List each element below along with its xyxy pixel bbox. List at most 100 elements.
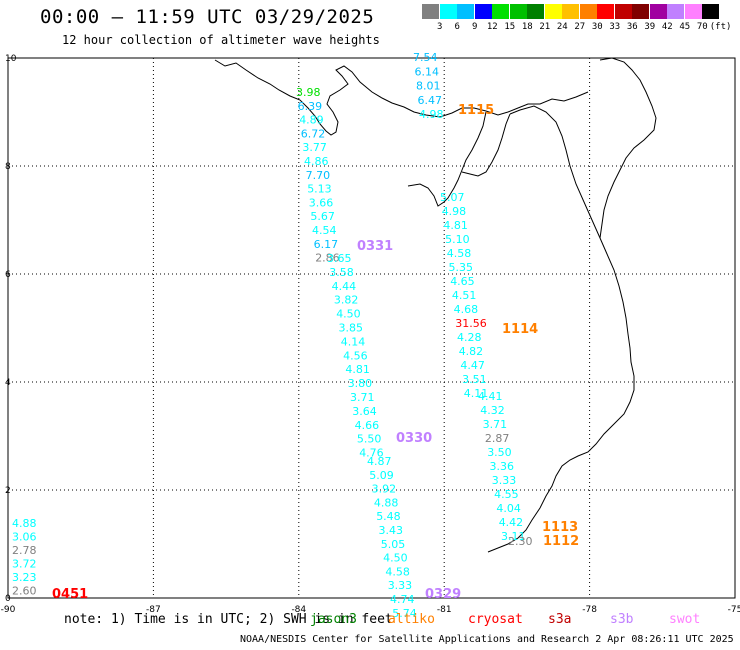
legend-label: 6: [454, 22, 460, 32]
wave-height-reading: 3.72: [12, 558, 37, 571]
wave-height-reading: 3.92: [372, 483, 397, 496]
y-tick-label: 8: [5, 162, 11, 172]
page-title: 00:00 – 11:59 UTC 03/29/2025: [40, 6, 375, 28]
wave-height-reading: 5.09: [369, 469, 394, 482]
wave-height-reading: 5.48: [376, 510, 401, 523]
legend-swatch: [457, 4, 474, 19]
wave-height-reading: 4.55: [494, 488, 518, 501]
wave-height-reading: 4.41: [478, 390, 503, 403]
wave-height-reading: 3.82: [334, 294, 359, 307]
wave-height-reading: 3.43: [379, 524, 404, 537]
wave-height-reading: 2.86: [315, 252, 340, 265]
wave-height-reading: 4.82: [459, 345, 484, 358]
legend-label: 70: [696, 22, 708, 32]
wave-height-reading: 4.58: [447, 247, 472, 260]
x-tick-label: -90: [1, 605, 16, 615]
legend-swatch: [632, 4, 649, 19]
wave-height-reading: 5.74: [392, 607, 417, 620]
legend-swatch: [614, 4, 632, 19]
legend-swatch: [667, 4, 684, 19]
wave-height-reading: 4.14: [341, 335, 366, 348]
page-subtitle: 12 hour collection of altimeter wave hei…: [62, 33, 380, 47]
legend-swatch: [474, 4, 492, 19]
wave-height-reading: 7.70: [306, 169, 331, 182]
pass-time-label: 0331: [357, 239, 393, 254]
wave-height-reading: 31.56: [455, 317, 487, 330]
legend-label: (ft): [709, 22, 732, 32]
wave-height-reading: 5.05: [381, 538, 406, 551]
pass-time-label: 1113: [542, 520, 578, 535]
wave-height-reading: 4.86: [304, 155, 329, 168]
legend-swatch: [527, 4, 544, 19]
wave-height-reading: 6.17: [314, 238, 339, 251]
wave-height-reading: 6.72: [301, 127, 326, 140]
wave-height-reading: 4.89: [299, 114, 324, 127]
wave-height-reading: 3.98: [296, 86, 321, 99]
wave-height-reading: 3.33: [492, 474, 517, 487]
legend-label: 3: [437, 22, 443, 32]
wave-height-reading: 4.42: [499, 516, 524, 529]
wave-height-reading: 3.06: [12, 531, 37, 544]
credit-line: NOAA/NESDIS Center for Satellite Applica…: [240, 634, 734, 645]
wave-readings: 4.883.062.783.723.232.60 04513.986.394.89…: [12, 51, 579, 620]
wave-height-reading: 3.33: [388, 579, 413, 592]
legend-label: 24: [556, 22, 568, 32]
wave-height-reading: 2.60: [12, 585, 37, 598]
legend-swatch: [579, 4, 597, 19]
wave-height-reading: 4.98: [419, 108, 444, 121]
wave-height-reading: 3.85: [339, 322, 364, 335]
wave-height-reading: 4.88: [374, 496, 399, 509]
wave-height-reading: 4.98: [442, 205, 467, 218]
wave-height-reading: 3.36: [490, 460, 515, 473]
wave-height-reading: 4.65: [450, 275, 475, 288]
wave-height-reading: 6.47: [418, 94, 443, 107]
wave-height-reading: 5.35: [449, 261, 474, 274]
wave-height-reading: 3.71: [350, 391, 375, 404]
wave-height-reading: 4.87: [367, 455, 392, 468]
legend-label: 39: [644, 22, 656, 32]
wave-height-reading: 7.54: [413, 51, 438, 64]
coastline-outer-banks: [599, 57, 657, 239]
wave-height-reading: 3.11: [501, 530, 526, 543]
pass-time-label: 0330: [396, 431, 432, 446]
legend-swatch: [702, 4, 719, 19]
pass-time-label: 0329: [425, 587, 461, 602]
wave-height-reading: 4.88: [12, 517, 37, 530]
legend-swatch: [544, 4, 562, 19]
y-tick-label: 6: [5, 270, 11, 280]
wave-height-reading: 4.47: [460, 359, 485, 372]
y-tick-label: 4: [5, 378, 11, 388]
wave-height-reading: 6.39: [298, 100, 323, 113]
map-grid: -90 -87 -84 -81 -78 -75 0 2 4 6 8 10: [1, 54, 740, 615]
mission-s3b: s3b: [610, 612, 634, 627]
wave-height-reading: 4.54: [312, 224, 337, 237]
legend-label: 33: [609, 22, 621, 32]
legend-label: 42: [661, 22, 673, 32]
map-frame: [7, 57, 736, 599]
footer-note: note: 1) Time is in UTC; 2) SWH is in fe…: [64, 612, 393, 627]
wave-height-reading: 4.66: [355, 419, 380, 432]
x-tick-label: -87: [146, 605, 161, 615]
pass-time-label: 1112: [543, 534, 579, 549]
wave-height-reading: 5.10: [445, 233, 470, 246]
wave-height-reading: 3.23: [12, 571, 37, 584]
wave-height-reading: 3.51: [462, 373, 487, 386]
wave-height-reading: 4.81: [345, 363, 370, 376]
wave-height-reading: 4.28: [457, 331, 482, 344]
mission-swot: swot: [669, 612, 701, 627]
y-tick-label: 10: [5, 54, 17, 64]
legend-swatch: [509, 4, 527, 19]
legend-swatch: [439, 4, 457, 19]
x-tick-label: -84: [291, 605, 306, 615]
wave-height-reading: 4.51: [452, 289, 477, 302]
pass-time-label: 0451: [52, 587, 88, 602]
legend-label: 30: [591, 22, 603, 32]
wave-height-reading: 2.78: [12, 544, 37, 557]
mission-s3a: s3a: [548, 612, 572, 627]
legend-label: 27: [574, 22, 586, 32]
coastline-atlantic: [487, 105, 635, 553]
wave-height-reading: 3.80: [348, 377, 373, 390]
coastline-florida: [407, 111, 511, 207]
legend-swatch: [597, 4, 614, 19]
wave-height-reading: 3.65: [327, 252, 352, 265]
